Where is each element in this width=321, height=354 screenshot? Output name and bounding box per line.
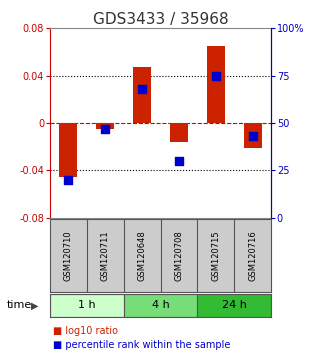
Text: ▶: ▶ bbox=[31, 300, 39, 310]
Text: GSM120648: GSM120648 bbox=[137, 230, 147, 281]
Point bbox=[177, 158, 182, 164]
Text: 4 h: 4 h bbox=[152, 300, 169, 310]
Text: 1 h: 1 h bbox=[78, 300, 95, 310]
Text: GSM120711: GSM120711 bbox=[100, 230, 110, 281]
Bar bbox=[124, 294, 197, 317]
Text: time: time bbox=[6, 300, 32, 310]
Text: GSM120710: GSM120710 bbox=[64, 230, 73, 281]
Text: GDS3433 / 35968: GDS3433 / 35968 bbox=[93, 12, 228, 27]
Point bbox=[140, 86, 145, 92]
Text: GSM120716: GSM120716 bbox=[248, 230, 257, 281]
Text: 24 h: 24 h bbox=[222, 300, 247, 310]
Text: GSM120708: GSM120708 bbox=[174, 230, 184, 281]
Text: GSM120715: GSM120715 bbox=[211, 230, 221, 281]
Point bbox=[213, 73, 218, 79]
Bar bbox=[133, 67, 151, 123]
Point bbox=[66, 177, 71, 183]
Bar bbox=[207, 46, 225, 123]
Bar bbox=[197, 294, 271, 317]
Text: ■ percentile rank within the sample: ■ percentile rank within the sample bbox=[53, 340, 230, 350]
Bar bbox=[50, 294, 124, 317]
Bar bbox=[170, 123, 188, 142]
Bar bbox=[59, 123, 77, 177]
Bar bbox=[96, 123, 114, 129]
Point bbox=[250, 133, 256, 139]
Bar bbox=[244, 123, 262, 148]
Text: ■ log10 ratio: ■ log10 ratio bbox=[53, 326, 118, 336]
Point bbox=[102, 126, 108, 132]
